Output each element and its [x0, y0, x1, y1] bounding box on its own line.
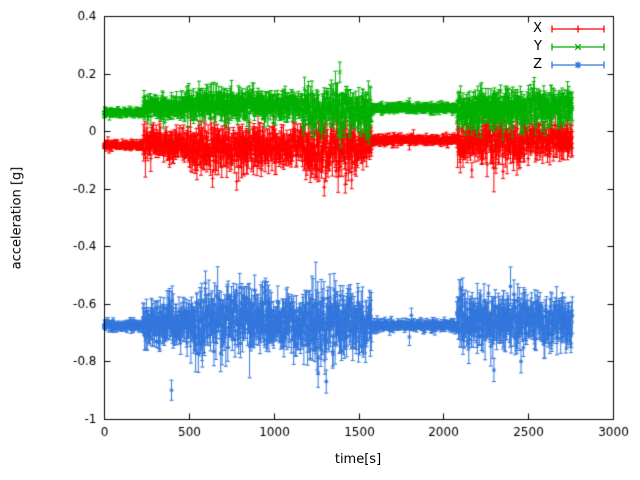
y-axis-label: acceleration [g] — [9, 166, 25, 270]
legend-row-z: Z — [533, 57, 606, 72]
legend-label-x: X — [533, 21, 542, 36]
legend-row-x: X — [533, 21, 606, 36]
legend-row-y: Y — [533, 39, 606, 54]
legend-sample-y-icon — [551, 43, 605, 50]
legend-label-z: Z — [533, 57, 542, 72]
legend-label-y: Y — [534, 39, 542, 54]
legend-sample-x-icon — [551, 25, 605, 32]
legend-sample-z-icon — [551, 61, 605, 68]
x-axis-label: time[s] — [334, 452, 382, 467]
legend: X Y Z — [533, 21, 606, 72]
